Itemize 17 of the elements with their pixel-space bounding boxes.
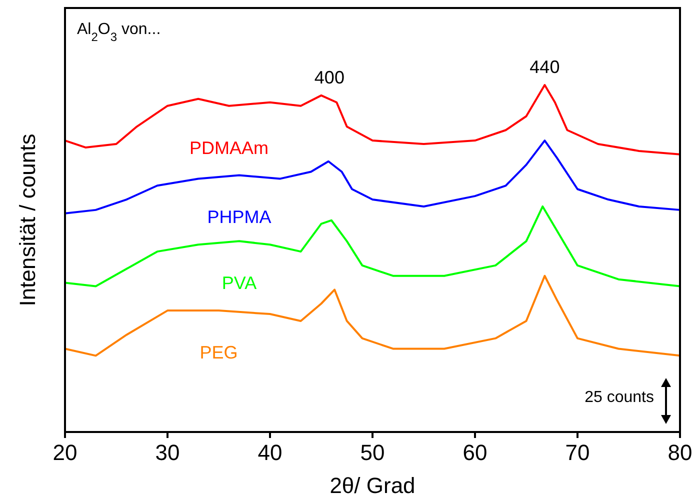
series-label: PVA <box>222 273 257 294</box>
series-label: PHPMA <box>207 207 272 228</box>
series-label: PEG <box>200 342 238 363</box>
series-label: PDMAAm <box>189 138 269 158</box>
x-tick-label: 60 <box>462 440 488 465</box>
x-axis-title: 2θ/ Grad <box>330 473 416 498</box>
x-tick-label: 80 <box>668 440 692 465</box>
x-tick-label: 30 <box>155 440 180 465</box>
y-axis-title: Intensität / counts <box>15 134 40 306</box>
x-tick-label: 40 <box>258 440 282 465</box>
x-tick-label: 50 <box>360 440 385 465</box>
text: Al$_{2}$O$_{3}$ von... <box>77 21 161 44</box>
annotation: 25 counts <box>584 389 654 406</box>
annotation: 400 <box>314 67 344 88</box>
x-tick-label: 70 <box>565 440 590 465</box>
x-tick-label: 20 <box>52 440 78 465</box>
annotation: 440 <box>530 57 560 78</box>
